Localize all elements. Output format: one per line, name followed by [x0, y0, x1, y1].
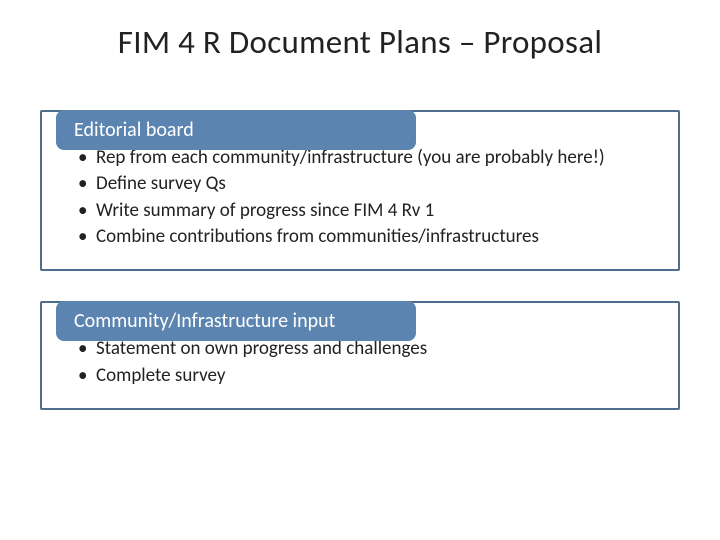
section-header: Community/Infrastructure input: [56, 301, 416, 341]
bullet-item: Combine contributions from communities/i…: [78, 225, 650, 249]
section-header: Editorial board: [56, 110, 416, 150]
bullet-item: Complete survey: [78, 364, 650, 388]
page-title: FIM 4 R Document Plans – Proposal: [0, 0, 720, 90]
section-editorial-board: Editorial board Rep from each community/…: [40, 110, 680, 271]
bullet-item: Define survey Qs: [78, 172, 650, 196]
section-community-input: Community/Infrastructure input Statement…: [40, 301, 680, 410]
bullet-item: Write summary of progress since FIM 4 Rv…: [78, 199, 650, 223]
